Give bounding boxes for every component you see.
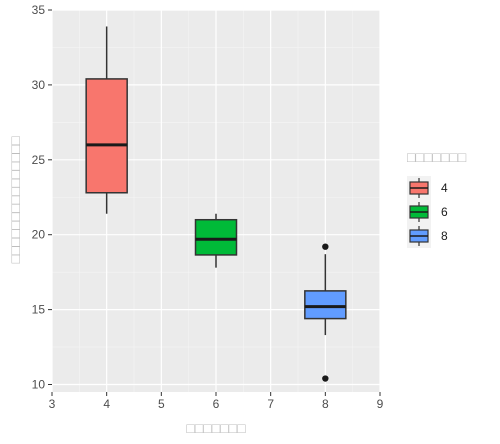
y-axis: 10 15 20 25 30 35 [32,3,52,392]
y-axis-title: □□□□□□□□□□□□□□□ [7,136,23,263]
y-tick-label: 20 [32,228,46,242]
legend-label: 6 [441,205,448,219]
x-axis: 3 4 5 6 7 8 9 [49,392,384,411]
legend-label: 8 [441,229,448,243]
x-tick-label: 5 [158,397,165,411]
legend-label: 4 [441,181,448,195]
legend: □□□□□□□ 4 6 8 [407,149,467,248]
box-4 [85,26,128,214]
box-body [85,78,128,194]
box-body [194,218,238,256]
box-8 [304,243,347,382]
outlier-point [322,375,329,382]
x-tick-label: 7 [267,397,274,411]
y-tick-label: 35 [32,3,46,17]
box-body [304,290,347,320]
legend-item-4: 4 [407,176,448,200]
y-tick-label: 10 [32,378,46,392]
x-tick-label: 4 [103,397,110,411]
legend-item-6: 6 [407,200,448,224]
legend-item-8: 8 [407,224,448,248]
legend-title: □□□□□□□ [407,149,467,165]
x-tick-label: 9 [377,397,384,411]
x-axis-title: □□□□□□□ [186,420,246,436]
y-tick-label: 25 [32,153,46,167]
y-tick-label: 30 [32,78,46,92]
x-tick-label: 8 [322,397,329,411]
x-tick-label: 3 [49,397,56,411]
x-tick-label: 6 [213,397,220,411]
outlier-point [322,243,329,250]
boxplot-layer [85,26,347,382]
box-6 [194,213,238,268]
y-tick-label: 15 [32,303,46,317]
